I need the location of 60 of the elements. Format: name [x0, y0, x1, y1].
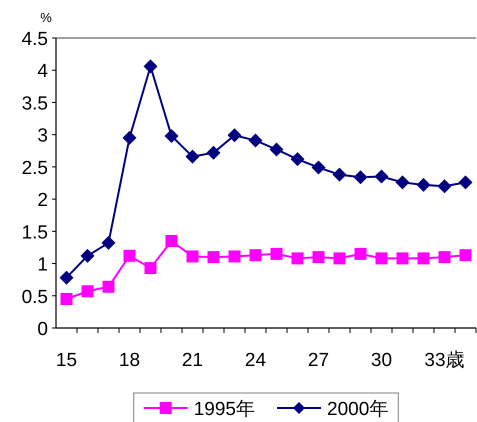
point [396, 252, 408, 264]
legend-label: 1995年 [194, 399, 255, 420]
point [60, 293, 72, 305]
point [290, 152, 304, 166]
point [334, 252, 346, 264]
point [376, 252, 388, 264]
y-tick-label: 1 [37, 254, 48, 276]
y-tick-label: 3 [37, 126, 48, 147]
point [228, 250, 240, 262]
y-axis-title: % [40, 10, 52, 25]
x-tick-label: 33歳 [424, 350, 465, 371]
point [206, 146, 220, 160]
point [312, 160, 326, 175]
point [458, 175, 472, 190]
y-tick-label: 3.5 [22, 93, 48, 114]
point [250, 249, 262, 262]
point [332, 168, 346, 182]
x-tick-label: 30 [370, 350, 392, 371]
point [122, 130, 136, 145]
point [60, 270, 74, 285]
point [144, 262, 156, 274]
y-tick-label: 0.5 [22, 286, 48, 308]
point [80, 248, 94, 263]
point [374, 170, 388, 184]
point [418, 252, 430, 264]
point [312, 251, 324, 264]
y-tick-label: 2.5 [22, 158, 48, 179]
point [438, 179, 452, 194]
point [270, 248, 282, 260]
x-tick-label: 21 [182, 350, 204, 371]
y-tick-label: 4.5 [22, 29, 48, 50]
point [354, 170, 368, 184]
point [438, 251, 450, 264]
y-tick-label: 2 [37, 190, 48, 212]
point [164, 128, 178, 143]
point [208, 251, 220, 264]
point [228, 128, 242, 142]
point [186, 150, 200, 164]
y-tick-label: 0 [37, 319, 48, 340]
y-tick-label: 1.5 [22, 222, 48, 244]
point [248, 133, 262, 148]
point [460, 249, 472, 262]
x-tick-label: 18 [118, 350, 140, 371]
point [416, 178, 430, 192]
point [82, 285, 94, 298]
x-tick-label: 27 [308, 350, 330, 371]
x-tick-label: 24 [244, 350, 266, 371]
point [166, 235, 178, 247]
point [396, 175, 410, 190]
point [186, 250, 198, 262]
point [102, 236, 116, 250]
point [102, 280, 114, 293]
point [354, 248, 366, 260]
point [124, 250, 136, 262]
legend-label: 2000年 [327, 399, 388, 420]
point [292, 252, 304, 264]
x-tick-label: 15 [56, 350, 78, 371]
y-tick-label: 4 [37, 61, 48, 82]
point [270, 142, 284, 156]
point [144, 59, 158, 74]
